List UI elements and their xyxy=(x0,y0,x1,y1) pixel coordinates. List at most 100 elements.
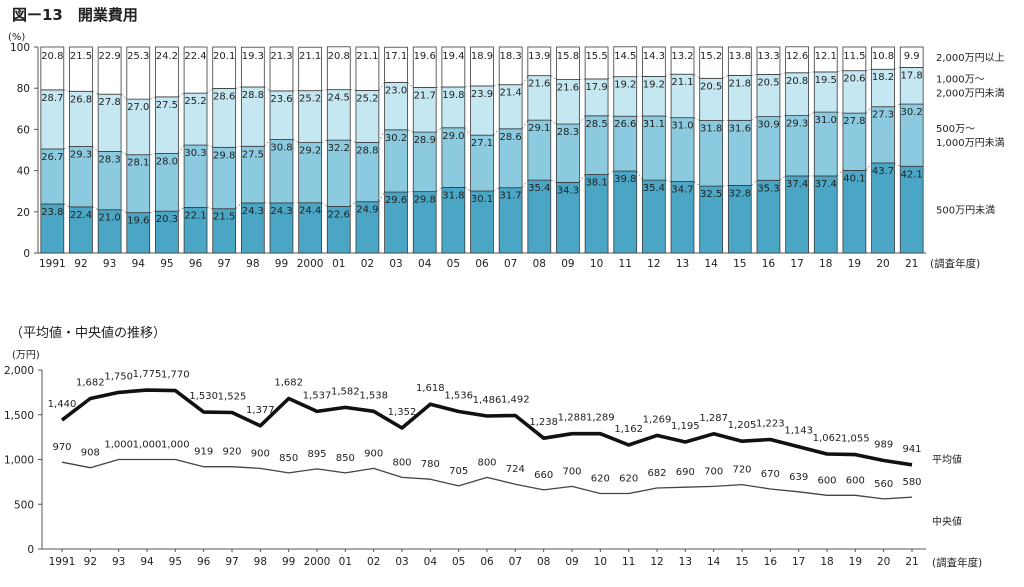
bar-segment xyxy=(699,46,724,79)
bar-data-label: 29.3 xyxy=(70,149,92,160)
bar-data-label: 38.1 xyxy=(585,178,607,189)
mean-data-label: 1,289 xyxy=(586,413,615,424)
mean-data-label: 1,288 xyxy=(558,413,587,424)
line-x-tick-label: 01 xyxy=(339,556,352,568)
bar-x-axis-label: (調査年度) xyxy=(930,257,980,270)
bar-segment xyxy=(441,46,466,88)
bar-y-tick-label: 20 xyxy=(17,207,30,219)
bar-segment xyxy=(69,46,93,92)
mean-data-label: 1,750 xyxy=(104,371,133,382)
bar-segment xyxy=(326,46,351,91)
bar-data-label: 27.1 xyxy=(471,138,493,149)
line-x-tick-label: 12 xyxy=(650,556,663,568)
bar-data-label: 22.6 xyxy=(328,209,350,220)
bar-data-label: 28.3 xyxy=(98,154,120,165)
mean-data-label: 1,223 xyxy=(756,419,785,430)
bar-data-label: 28.6 xyxy=(500,132,522,143)
bar-connector-line xyxy=(264,86,271,92)
line-x-tick-label: 96 xyxy=(197,556,211,568)
bar-connector-line xyxy=(493,128,500,136)
bar-y-tick-label: 0 xyxy=(23,248,30,260)
bar-data-label: 13.9 xyxy=(528,51,550,62)
median-data-label: 780 xyxy=(421,459,440,470)
bar-data-label: 27.5 xyxy=(242,149,264,160)
bar-legend-entry: 500万円未満 xyxy=(936,205,995,217)
bar-connector-line xyxy=(120,93,127,100)
bar-data-label: 18.2 xyxy=(872,72,894,83)
bar-data-label: 23.0 xyxy=(385,85,407,96)
bar-data-label: 17.8 xyxy=(901,70,923,81)
bar-x-tick-label: 14 xyxy=(704,258,718,270)
bar-data-label: 24.3 xyxy=(270,206,292,217)
line-x-tick-label: 17 xyxy=(792,556,805,568)
bar-data-label: 40.1 xyxy=(843,173,865,184)
bar-x-tick-label: 97 xyxy=(218,258,231,270)
mean-data-label: 1,287 xyxy=(699,413,728,424)
bar-x-tick-label: 18 xyxy=(819,258,832,270)
median-data-label: 1,000 xyxy=(161,440,190,451)
bar-data-label: 25.3 xyxy=(127,51,149,62)
bar-segment xyxy=(756,46,781,75)
bar-connector-line xyxy=(607,170,614,175)
bar-connector-line xyxy=(321,89,328,91)
bar-data-label: 19.6 xyxy=(414,51,436,62)
bar-connector-line xyxy=(92,146,99,152)
bar-y-tick-label: 100 xyxy=(10,42,30,54)
bar-connector-line xyxy=(607,76,614,80)
line-x-tick-label: 95 xyxy=(169,556,182,568)
bar-connector-line xyxy=(321,202,328,207)
bar-data-label: 28.9 xyxy=(414,135,436,146)
bar-data-label: 27.0 xyxy=(127,102,149,113)
bar-data-label: 26.6 xyxy=(614,119,636,130)
bar-segment xyxy=(384,46,408,83)
mean-data-label: 1,269 xyxy=(643,414,672,425)
bar-connector-line xyxy=(321,139,328,143)
bar-connector-line xyxy=(550,75,557,80)
median-data-label: 700 xyxy=(704,466,723,477)
mean-data-label: 1,195 xyxy=(671,421,700,432)
bar-segment xyxy=(842,46,867,72)
bar-x-tick-label: 01 xyxy=(332,258,345,270)
median-data-label: 1,000 xyxy=(104,440,133,451)
mean-data-label: 1,682 xyxy=(76,377,105,388)
median-data-label: 580 xyxy=(902,477,921,488)
mean-data-label: 941 xyxy=(902,444,921,455)
bar-legend-entry: 1,000万～ xyxy=(936,75,985,86)
bar-y-tick-label: 40 xyxy=(17,166,30,178)
mean-line xyxy=(60,388,913,467)
bar-connector-line xyxy=(808,111,815,116)
bar-data-label: 24.3 xyxy=(242,206,264,217)
bar-segment xyxy=(785,46,809,74)
bar-data-label: 28.1 xyxy=(127,158,149,169)
bar-x-tick-label: 03 xyxy=(389,258,402,270)
bar-data-label: 35.3 xyxy=(757,183,779,194)
median-data-label: 620 xyxy=(619,474,638,485)
line-y-tick-label: 0 xyxy=(27,544,34,556)
bar-connector-line xyxy=(836,170,844,177)
bar-x-tick-label: 06 xyxy=(475,258,489,270)
bar-data-label: 30.1 xyxy=(471,194,493,205)
figure-title: 図ー13 開業費用 xyxy=(12,6,138,24)
median-legend-label: 中央値 xyxy=(932,515,962,528)
bar-data-label: 24.9 xyxy=(356,205,378,216)
mean-data-label: 1,682 xyxy=(274,377,303,388)
bar-data-label: 23.8 xyxy=(41,207,63,218)
bar-connector-line xyxy=(894,162,901,167)
bar-segment xyxy=(584,46,609,80)
line-x-tick-label: 1991 xyxy=(49,556,76,568)
bar-data-label: 21.1 xyxy=(299,51,321,62)
bar-x-tick-label: 05 xyxy=(447,258,460,270)
bar-data-label: 31.6 xyxy=(729,123,751,134)
bar-x-tick-label: 99 xyxy=(275,258,288,270)
bar-x-tick-label: 08 xyxy=(533,258,546,270)
bar-data-label: 29.1 xyxy=(528,123,550,134)
line-x-tick-label: 09 xyxy=(565,556,578,568)
bar-data-label: 29.3 xyxy=(786,119,808,130)
bar-data-label: 19.6 xyxy=(127,216,149,227)
bar-data-label: 24.5 xyxy=(328,93,350,104)
bar-x-tick-label: 95 xyxy=(160,258,173,270)
bar-connector-line xyxy=(751,180,758,186)
bar-x-tick-label: 04 xyxy=(418,258,432,270)
bar-segment xyxy=(670,46,695,75)
bar-connector-line xyxy=(292,139,299,143)
